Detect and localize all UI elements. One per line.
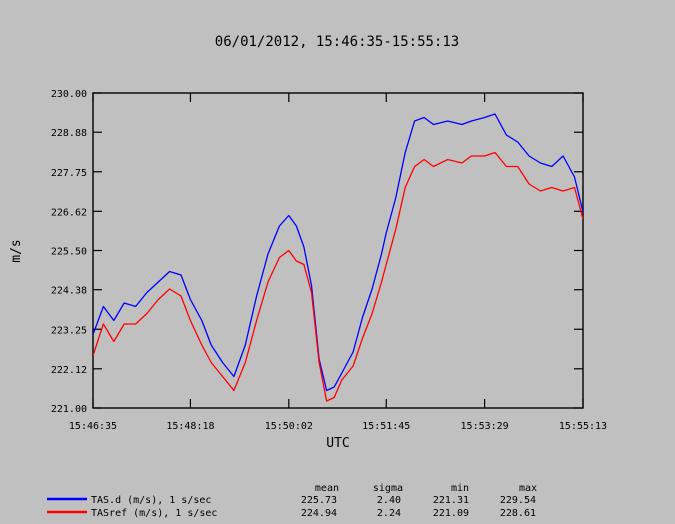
- x-tick-label: 15:55:13: [559, 421, 607, 432]
- stats-header-sigma: sigma: [373, 483, 403, 494]
- stats-header-min: min: [451, 483, 469, 494]
- stat-min-tas-d: 221.31: [433, 495, 469, 506]
- legend-row-tas-d: TAS.d (m/s), 1 s/sec 225.73 2.40 221.31 …: [47, 495, 536, 506]
- y-tick-label: 228.88: [51, 128, 87, 139]
- legend-label-tasref: TASref (m/s), 1 s/sec: [91, 508, 217, 519]
- series-layer: [93, 113, 583, 402]
- x-axis-label: UTC: [326, 436, 349, 451]
- legend: mean sigma min max TAS.d (m/s), 1 s/sec …: [47, 483, 537, 519]
- chart-title: 06/01/2012, 15:46:35-15:55:13: [215, 34, 459, 50]
- y-tick-label: 223.25: [51, 325, 87, 336]
- y-tick-label: 224.38: [51, 286, 87, 297]
- x-tick-label: 15:46:35: [69, 421, 117, 432]
- stat-mean-tas-d: 225.73: [301, 495, 337, 506]
- x-tick-label: 15:48:18: [166, 421, 214, 432]
- y-axis-label: m/s: [9, 239, 24, 262]
- y-tick-label: 222.12: [51, 365, 87, 376]
- stat-max-tas-d: 229.54: [500, 495, 536, 506]
- y-tick-label: 226.62: [51, 207, 87, 218]
- y-tick-label: 227.75: [51, 168, 87, 179]
- stat-sigma-tasref: 2.24: [377, 508, 401, 519]
- legend-label-tas-d: TAS.d (m/s), 1 s/sec: [91, 495, 211, 506]
- stat-min-tasref: 221.09: [433, 508, 469, 519]
- stat-mean-tasref: 224.94: [301, 508, 337, 519]
- stats-header-mean: mean: [315, 483, 339, 494]
- x-tick-label: 15:53:29: [461, 421, 509, 432]
- legend-row-tasref: TASref (m/s), 1 s/sec 224.94 2.24 221.09…: [47, 508, 536, 519]
- x-tick-label: 15:50:02: [265, 421, 313, 432]
- stats-header-max: max: [519, 483, 537, 494]
- y-axis: 221.00 222.12 223.25 224.38 225.50 226.62 227.…: [51, 89, 583, 415]
- y-tick-label: 221.00: [51, 404, 87, 415]
- series-line-tas-d: [93, 113, 583, 392]
- y-tick-label: 230.00: [51, 89, 87, 100]
- series-line-tasref: [93, 151, 583, 402]
- stat-max-tasref: 228.61: [500, 508, 536, 519]
- plot-area: [92, 92, 584, 409]
- stat-sigma-tas-d: 2.40: [377, 495, 401, 506]
- x-axis: 15:46:35 15:48:18 15:50:02 15:51:45 15:53:29…: [69, 93, 607, 432]
- x-tick-label: 15:51:45: [362, 421, 410, 432]
- y-tick-label: 225.50: [51, 247, 87, 258]
